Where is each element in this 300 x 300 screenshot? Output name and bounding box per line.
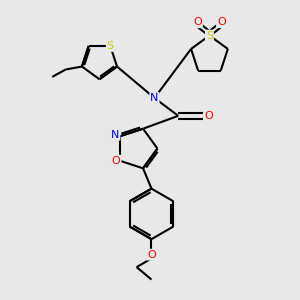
Text: N: N: [150, 93, 159, 103]
Text: O: O: [217, 17, 226, 27]
Text: O: O: [205, 111, 213, 121]
Text: O: O: [112, 156, 121, 166]
Text: S: S: [206, 31, 213, 40]
Text: O: O: [147, 250, 156, 260]
Text: S: S: [107, 41, 114, 51]
Text: O: O: [193, 17, 202, 27]
Text: N: N: [111, 130, 119, 140]
